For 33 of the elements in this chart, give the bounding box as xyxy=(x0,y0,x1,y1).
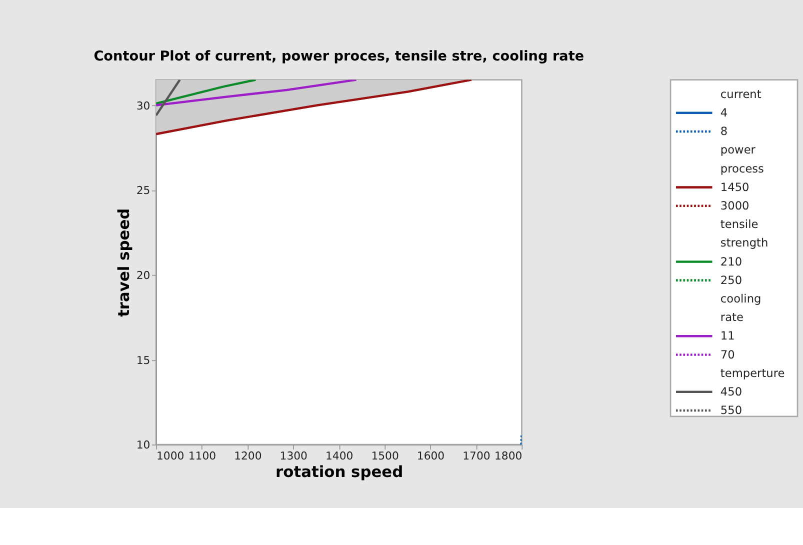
legend-label: 8 xyxy=(720,124,728,138)
legend-label: 210 xyxy=(720,254,742,268)
legend-label: 70 xyxy=(720,347,735,362)
x-tick-label: 1700 xyxy=(462,450,490,463)
x-tick-label: 1100 xyxy=(188,450,216,463)
legend-label: 3000 xyxy=(720,198,750,213)
x-tick-label: 1200 xyxy=(234,450,262,463)
y-tick-label: 25 xyxy=(136,184,150,198)
y-tick-label: 15 xyxy=(136,354,150,367)
chart-title: Contour Plot of current, power proces, tensile stre, cooling rate xyxy=(94,48,584,65)
legend-label: 1450 xyxy=(720,180,750,194)
line-series xyxy=(156,80,358,106)
text: cooling rate xyxy=(720,292,762,324)
x-tick-label: 1300 xyxy=(280,450,308,463)
text: temperture xyxy=(720,366,785,380)
y-tick-label: 20 xyxy=(136,268,150,282)
y-tick-label: 10 xyxy=(136,438,150,452)
x-tick-label: 1600 xyxy=(416,450,445,463)
y-axis-title: travel speed xyxy=(115,208,134,317)
legend-label: 11 xyxy=(720,328,735,343)
x-tick-label: 1800 xyxy=(494,450,522,463)
text: power process xyxy=(720,142,764,176)
y-tick-label: 30 xyxy=(136,99,150,112)
legend-label: 250 xyxy=(720,272,742,287)
legend-label: 450 xyxy=(720,384,742,399)
x-axis-title: rotation speed xyxy=(276,462,404,481)
x-tick-label: 1400 xyxy=(326,450,354,463)
text: current xyxy=(720,86,762,101)
x-tick-label: 1500 xyxy=(371,450,399,463)
legend-label: 4 xyxy=(720,106,728,120)
x-tick-label: 1000 xyxy=(156,450,184,463)
legend-label: 550 xyxy=(720,403,742,418)
text: tensile strength xyxy=(720,217,768,250)
